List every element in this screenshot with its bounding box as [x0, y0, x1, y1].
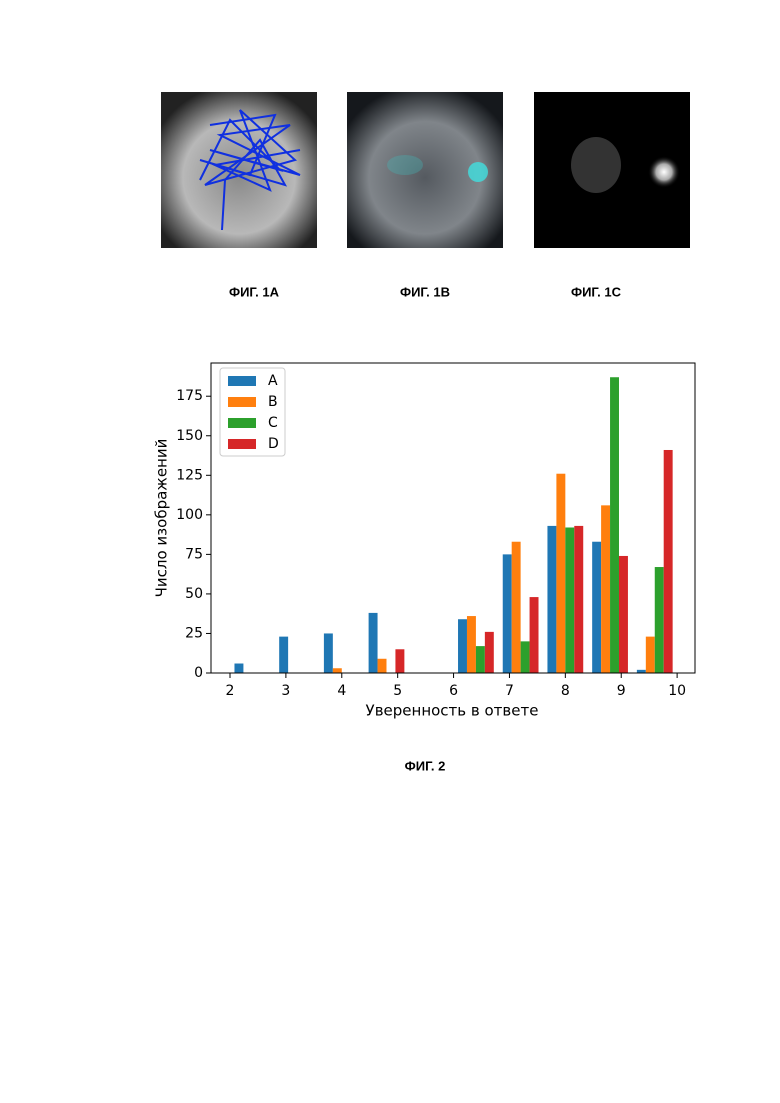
bar	[395, 649, 404, 673]
legend-swatch	[228, 418, 256, 428]
bar	[646, 637, 655, 673]
legend-swatch	[228, 376, 256, 386]
figure-1a	[161, 92, 317, 248]
y-tick-label: 25	[185, 625, 203, 641]
bar	[234, 664, 243, 673]
x-axis-label: Уверенность в ответе	[366, 702, 539, 720]
bar	[610, 377, 619, 673]
y-tick-label: 100	[176, 507, 203, 523]
x-tick-label: 2	[226, 683, 235, 699]
x-tick-label: 6	[449, 683, 458, 699]
legend-label: B	[268, 394, 278, 410]
x-tick-label: 3	[281, 683, 290, 699]
figure-caption: ФИГ. 1С	[571, 284, 622, 299]
x-tick-label: 7	[505, 683, 514, 699]
bar	[369, 613, 378, 673]
bar	[458, 619, 467, 673]
bar	[485, 632, 494, 673]
x-tick-label: 4	[337, 683, 346, 699]
bar	[324, 633, 333, 673]
bar	[565, 527, 574, 673]
figure-caption: ФИГ. 1А	[229, 284, 280, 299]
bar	[601, 505, 610, 673]
figure-1b	[347, 92, 503, 248]
y-tick-label: 175	[176, 388, 203, 404]
bar	[619, 556, 628, 673]
bar	[333, 668, 342, 673]
y-tick-label: 150	[176, 428, 203, 444]
y-tick-label: 0	[194, 665, 203, 681]
bar	[592, 542, 601, 673]
x-tick-label: 5	[393, 683, 402, 699]
figure-caption: ФИГ. 2	[405, 758, 446, 773]
bar	[467, 616, 476, 673]
bar	[279, 637, 288, 673]
bar	[503, 554, 512, 673]
y-tick-label: 125	[176, 467, 203, 483]
bar	[655, 567, 664, 673]
y-tick-label: 75	[185, 546, 203, 562]
legend-label: C	[268, 415, 278, 431]
figure-1c	[534, 92, 690, 248]
bar	[547, 526, 556, 673]
bar	[574, 526, 583, 673]
y-axis-label: Число изображений	[153, 439, 171, 598]
bar	[530, 597, 539, 673]
figure-caption: ФИГ. 1В	[400, 284, 450, 299]
legend-label: A	[268, 373, 278, 389]
bar	[664, 450, 673, 673]
bar	[512, 542, 521, 673]
x-tick-label: 10	[668, 683, 686, 699]
x-tick-label: 9	[617, 683, 626, 699]
legend-label: D	[268, 436, 279, 452]
bar	[556, 474, 565, 673]
bar	[476, 646, 485, 673]
x-tick-label: 8	[561, 683, 570, 699]
bar	[378, 659, 387, 673]
y-tick-label: 50	[185, 586, 203, 602]
bar	[521, 641, 530, 673]
legend-swatch	[228, 397, 256, 407]
page: ФИГ. 1А ФИГ. 1В ФИГ. 1С ФИГ. 2 Увереннос…	[0, 0, 780, 1103]
legend-swatch	[228, 439, 256, 449]
